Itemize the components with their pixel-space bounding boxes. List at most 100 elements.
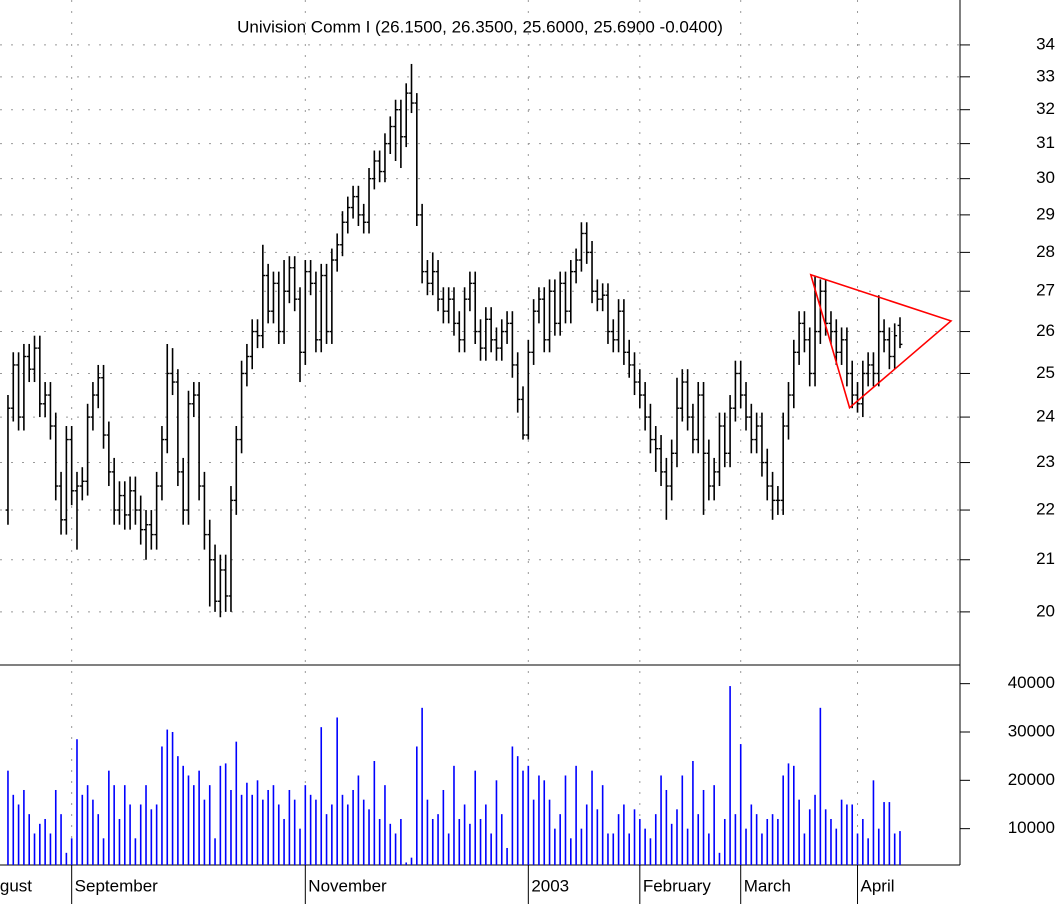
volume-bar xyxy=(416,746,418,865)
volume-bar xyxy=(766,818,769,865)
volume-bar xyxy=(798,799,800,865)
volume-bar xyxy=(814,794,816,865)
volume-bar xyxy=(585,804,588,865)
volume-bar xyxy=(665,789,668,865)
volume-bar xyxy=(686,828,689,865)
volume-bar xyxy=(373,760,376,865)
y-tick-label: 34 xyxy=(1036,34,1055,53)
volume-bar xyxy=(161,746,163,865)
volume-bar xyxy=(824,809,827,865)
volume-bar xyxy=(654,814,657,865)
volume-bar xyxy=(729,686,731,865)
volume-bar xyxy=(315,799,317,865)
volume-bar xyxy=(81,794,84,865)
volume-bar xyxy=(145,785,147,865)
volume-bar xyxy=(840,799,843,865)
volume-bar xyxy=(362,799,365,865)
volume-bar xyxy=(39,823,41,865)
volume-bar xyxy=(771,814,774,865)
x-tick-label: 2003 xyxy=(531,876,569,895)
volume-bar xyxy=(803,833,806,865)
volume-bar xyxy=(511,746,514,865)
volume-bar xyxy=(554,828,556,865)
volume-bar xyxy=(453,765,455,865)
triangle-pattern xyxy=(809,273,953,410)
volume-bar xyxy=(601,785,604,865)
volume-bar xyxy=(692,760,694,865)
volume-bar xyxy=(288,789,291,865)
volume-bar xyxy=(304,785,307,865)
volume-bar xyxy=(187,775,190,865)
volume-bar xyxy=(251,794,254,865)
volume-bar xyxy=(538,775,540,865)
volume-bar xyxy=(575,765,577,865)
volume-bar xyxy=(421,707,423,865)
volume-bar xyxy=(214,838,216,865)
volume-bar xyxy=(856,833,859,865)
volume-bar xyxy=(102,838,105,865)
volume-bar xyxy=(564,775,567,865)
y-tick-label: 31 xyxy=(1036,133,1055,152)
x-tick-label: September xyxy=(75,876,158,895)
y-tick-label: 25 xyxy=(1036,363,1055,382)
volume-bar xyxy=(299,828,301,865)
volume-bar xyxy=(198,770,200,865)
volume-bar xyxy=(548,799,551,865)
volume-bar xyxy=(782,775,784,865)
volume-bar xyxy=(341,794,344,865)
volume-bar xyxy=(479,818,482,865)
volume-bar xyxy=(166,729,169,865)
volume-bar xyxy=(129,804,131,865)
volume-bar xyxy=(713,785,715,865)
volume-bar xyxy=(426,799,429,865)
volume-bar xyxy=(899,831,901,865)
volume-bar xyxy=(644,828,646,865)
volume-bar xyxy=(883,802,885,865)
volume-bar xyxy=(500,814,503,865)
y-tick-label: 30 xyxy=(1036,168,1055,187)
volume-bar xyxy=(877,828,880,865)
volume-bar xyxy=(761,833,763,865)
volume-bar xyxy=(240,794,243,865)
volume-bar xyxy=(718,852,721,865)
volume-bar xyxy=(697,814,700,865)
volume-bar xyxy=(283,818,285,865)
volume-bar xyxy=(235,741,238,865)
volume-bar xyxy=(368,809,370,865)
volume-bar xyxy=(617,814,620,865)
volume-bar xyxy=(113,785,115,865)
volume-bar xyxy=(893,833,896,865)
volume-bar xyxy=(224,763,227,865)
volume-bar xyxy=(17,804,20,865)
volume-bar xyxy=(346,804,349,865)
volume-bar xyxy=(819,707,822,865)
volume-bar xyxy=(49,833,52,865)
volume-bar xyxy=(532,799,535,865)
volume-bar xyxy=(219,765,222,865)
volume-bar xyxy=(639,818,641,865)
volume-bar xyxy=(676,809,678,865)
volume-bar xyxy=(681,775,684,865)
chart-subtitle: Univision Comm I (26.1500, 26.3500, 25.6… xyxy=(237,17,723,36)
volume-bar xyxy=(193,785,195,865)
y-tick-label: 26 xyxy=(1036,321,1055,340)
volume-bar xyxy=(835,828,838,865)
volume-bar xyxy=(458,818,461,865)
volume-bar xyxy=(309,794,312,865)
volume-bar xyxy=(272,785,275,865)
y-tick-label: 32 xyxy=(1036,99,1055,118)
x-tick-label: August xyxy=(0,876,32,895)
volume-bar xyxy=(851,804,854,865)
volume-bar xyxy=(750,804,753,865)
volume-bar xyxy=(23,789,25,865)
volume-bar xyxy=(888,802,891,865)
volume-bar xyxy=(437,814,439,865)
volume-bar xyxy=(139,804,142,865)
volume-bar xyxy=(277,804,280,865)
volume-bar xyxy=(628,833,631,865)
y-tick-label: 24 xyxy=(1036,407,1055,426)
volume-bar xyxy=(660,775,662,865)
volume-bar xyxy=(336,717,338,865)
volume-bar xyxy=(596,809,599,865)
